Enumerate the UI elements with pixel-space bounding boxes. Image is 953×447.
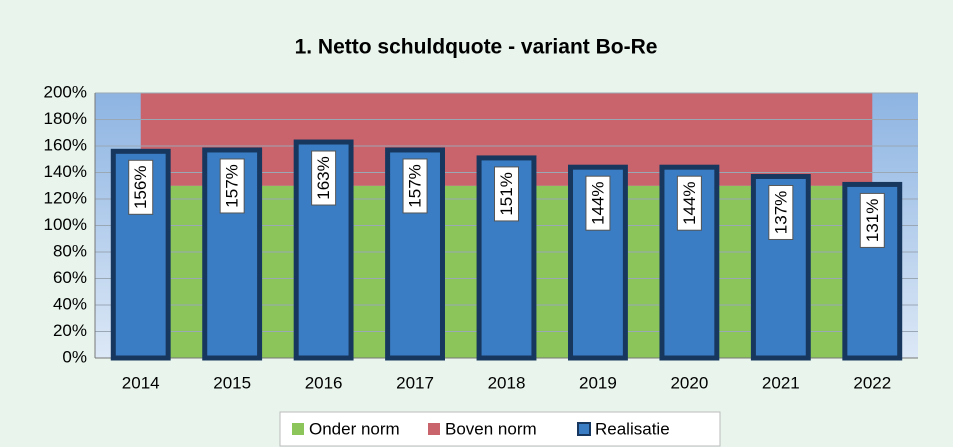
data-label-group: 151% <box>494 166 519 222</box>
legend-label: Onder norm <box>309 419 400 438</box>
chart-title: 1. Netto schuldquote - variant Bo-Re <box>295 36 658 59</box>
data-label: 163% <box>314 156 333 199</box>
data-label-box <box>402 158 428 214</box>
data-label: 144% <box>588 181 607 224</box>
y-tick-label: 180% <box>44 109 87 128</box>
data-label-group: 144% <box>676 175 702 231</box>
x-tick-label: 2020 <box>670 373 708 392</box>
data-label-group: 157% <box>219 158 245 214</box>
data-label-box <box>676 175 702 231</box>
y-tick-label: 140% <box>44 162 87 181</box>
legend-marker <box>428 423 440 435</box>
data-label: 156% <box>131 166 150 209</box>
data-label-group: 144% <box>585 175 611 231</box>
bar <box>293 139 354 361</box>
y-tick-label: 60% <box>53 268 87 287</box>
legend-label: Realisatie <box>595 419 670 438</box>
legend-marker <box>577 422 591 436</box>
x-tick-label: 2018 <box>488 373 526 392</box>
x-tick-label: 2019 <box>579 373 617 392</box>
data-label: 137% <box>771 191 790 234</box>
data-label-box <box>859 192 885 248</box>
x-tick-label: 2017 <box>396 373 434 392</box>
bar <box>202 147 263 361</box>
y-tick-label: 40% <box>53 294 87 313</box>
data-label: 131% <box>863 199 882 242</box>
data-label-box <box>494 166 519 222</box>
y-tick-label: 80% <box>53 241 87 260</box>
y-tick-label: 160% <box>44 135 87 154</box>
data-label-box <box>219 158 245 214</box>
data-label-group: 137% <box>768 184 794 240</box>
legend <box>279 411 721 447</box>
y-tick-label: 120% <box>44 188 87 207</box>
data-label: 157% <box>223 164 242 207</box>
y-tick-label: 0% <box>62 347 87 366</box>
y-tick-label: 200% <box>44 82 87 101</box>
data-label-box <box>311 150 337 206</box>
data-label: 144% <box>680 181 699 224</box>
data-label-box <box>768 184 794 240</box>
x-tick-label: 2021 <box>762 373 800 392</box>
x-tick-label: 2016 <box>305 373 343 392</box>
legend-marker <box>292 423 304 435</box>
data-label-group: 157% <box>402 158 428 214</box>
data-label-group: 131% <box>859 192 885 248</box>
x-tick-label: 2014 <box>122 373 160 392</box>
x-tick-label: 2022 <box>853 373 891 392</box>
data-label: 157% <box>406 164 425 207</box>
x-tick-label: 2015 <box>213 373 251 392</box>
legend-label: Boven norm <box>445 419 537 438</box>
data-label-group: 163% <box>311 150 337 206</box>
data-label: 151% <box>497 172 516 215</box>
y-tick-label: 20% <box>53 321 87 340</box>
y-tick-label: 100% <box>44 215 87 234</box>
data-label-box <box>585 175 611 231</box>
data-label-box <box>128 159 154 215</box>
data-label-group: 156% <box>128 159 154 215</box>
bar <box>110 148 171 361</box>
